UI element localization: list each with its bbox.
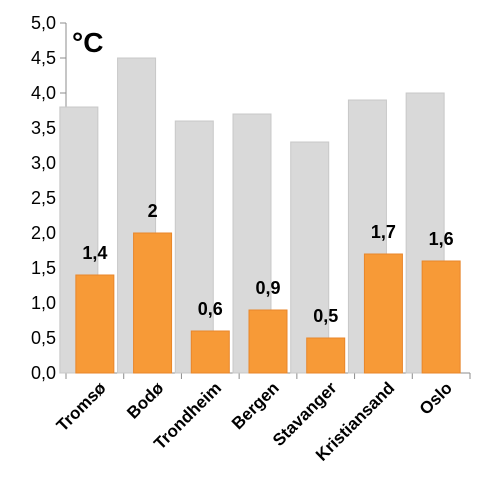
- bars-layer: [59, 57, 461, 374]
- data-label: 1,4: [82, 243, 107, 263]
- y-tick-label: 0,5: [31, 328, 56, 348]
- x-tick-label: Bodø: [123, 378, 168, 423]
- x-tick-label: Bergen: [228, 378, 283, 433]
- bar-foreground: [75, 274, 115, 374]
- y-tick-label: 4,0: [31, 83, 56, 103]
- y-tick-label: 4,5: [31, 48, 56, 68]
- axis-layer: 0,0 0,5 1,0 1,5 2,0 2,5 3,0 3,5 4,0 4,5 5,0: [31, 13, 471, 383]
- y-tick-label: 3,5: [31, 118, 56, 138]
- y-tick-label: 2,5: [31, 188, 56, 208]
- x-tick-label: Oslo: [416, 378, 456, 418]
- bar-foreground: [363, 253, 403, 374]
- data-label: 2: [148, 201, 158, 221]
- bar-foreground: [421, 260, 461, 374]
- y-tick-label: 1,0: [31, 293, 56, 313]
- x-tick-label: Tromsø: [53, 378, 110, 435]
- bar-foreground: [190, 330, 230, 374]
- data-label: 1,7: [371, 222, 396, 242]
- bar-background: [290, 141, 330, 374]
- y-tick-label: 2,0: [31, 223, 56, 243]
- data-label: 0,6: [198, 299, 223, 319]
- bar-foreground: [306, 337, 346, 374]
- data-label: 1,6: [429, 229, 454, 249]
- data-label: 0,9: [255, 278, 280, 298]
- y-tick-label: 0,0: [31, 363, 56, 383]
- y-tick-label: 1,5: [31, 258, 56, 278]
- bar-foreground: [248, 309, 288, 374]
- y-tick-label: 5,0: [31, 13, 56, 33]
- data-label: 0,5: [313, 306, 338, 326]
- bar-foreground: [133, 232, 173, 374]
- y-tick-label: 3,0: [31, 153, 56, 173]
- unit-label: °C: [72, 27, 103, 58]
